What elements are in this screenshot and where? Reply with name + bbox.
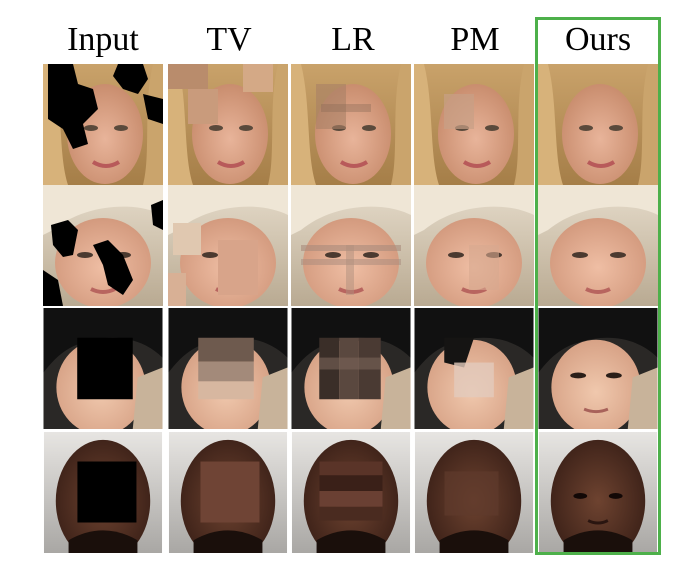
column-header-tv: TV xyxy=(206,21,252,58)
image-row4-lr xyxy=(291,432,411,553)
image-row2-lr xyxy=(291,185,411,306)
image-row1-input xyxy=(43,64,163,185)
image-row3-lr xyxy=(291,308,411,429)
image-row3-ours xyxy=(538,308,658,429)
image-row1-pm xyxy=(414,64,534,185)
column-header-input: Input xyxy=(67,21,139,58)
column-header-lr: LR xyxy=(331,21,375,58)
image-row2-tv xyxy=(168,185,288,306)
image-row3-tv xyxy=(168,308,288,429)
image-row4-input xyxy=(43,432,163,553)
image-row3-pm xyxy=(414,308,534,429)
image-row2-input xyxy=(43,185,163,306)
image-row4-tv xyxy=(168,432,288,553)
image-row4-pm xyxy=(414,432,534,553)
image-row1-tv xyxy=(168,64,288,185)
image-row3-input xyxy=(43,308,163,429)
column-header-ours: Ours xyxy=(564,21,632,58)
image-row4-ours xyxy=(538,432,658,553)
column-header-pm: PM xyxy=(450,21,500,58)
image-row1-ours xyxy=(538,64,658,185)
image-row1-lr xyxy=(291,64,411,185)
image-row2-pm xyxy=(414,185,534,306)
image-row2-ours xyxy=(538,185,658,306)
